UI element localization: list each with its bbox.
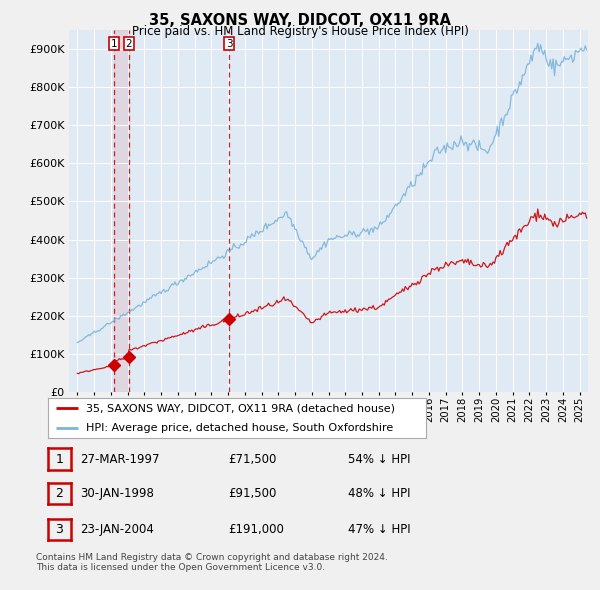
- Text: 35, SAXONS WAY, DIDCOT, OX11 9RA (detached house): 35, SAXONS WAY, DIDCOT, OX11 9RA (detach…: [86, 404, 395, 414]
- Text: 48% ↓ HPI: 48% ↓ HPI: [348, 487, 410, 500]
- Text: 54% ↓ HPI: 54% ↓ HPI: [348, 453, 410, 466]
- Text: 1: 1: [111, 38, 118, 48]
- Text: 2: 2: [125, 38, 132, 48]
- Text: 30-JAN-1998: 30-JAN-1998: [80, 487, 154, 500]
- Text: 1: 1: [55, 453, 64, 466]
- Text: This data is licensed under the Open Government Licence v3.0.: This data is licensed under the Open Gov…: [36, 563, 325, 572]
- Text: 2: 2: [55, 487, 64, 500]
- Text: 3: 3: [226, 38, 232, 48]
- Text: £71,500: £71,500: [228, 453, 277, 466]
- Text: Price paid vs. HM Land Registry's House Price Index (HPI): Price paid vs. HM Land Registry's House …: [131, 25, 469, 38]
- Bar: [115, 30, 129, 392]
- Text: Contains HM Land Registry data © Crown copyright and database right 2024.: Contains HM Land Registry data © Crown c…: [36, 553, 388, 562]
- Text: £91,500: £91,500: [228, 487, 277, 500]
- Text: HPI: Average price, detached house, South Oxfordshire: HPI: Average price, detached house, Sout…: [86, 423, 393, 432]
- Text: £191,000: £191,000: [228, 523, 284, 536]
- Text: 27-MAR-1997: 27-MAR-1997: [80, 453, 160, 466]
- Text: 23-JAN-2004: 23-JAN-2004: [80, 523, 154, 536]
- Text: 3: 3: [55, 523, 64, 536]
- Text: 47% ↓ HPI: 47% ↓ HPI: [348, 523, 410, 536]
- Text: 35, SAXONS WAY, DIDCOT, OX11 9RA: 35, SAXONS WAY, DIDCOT, OX11 9RA: [149, 13, 451, 28]
